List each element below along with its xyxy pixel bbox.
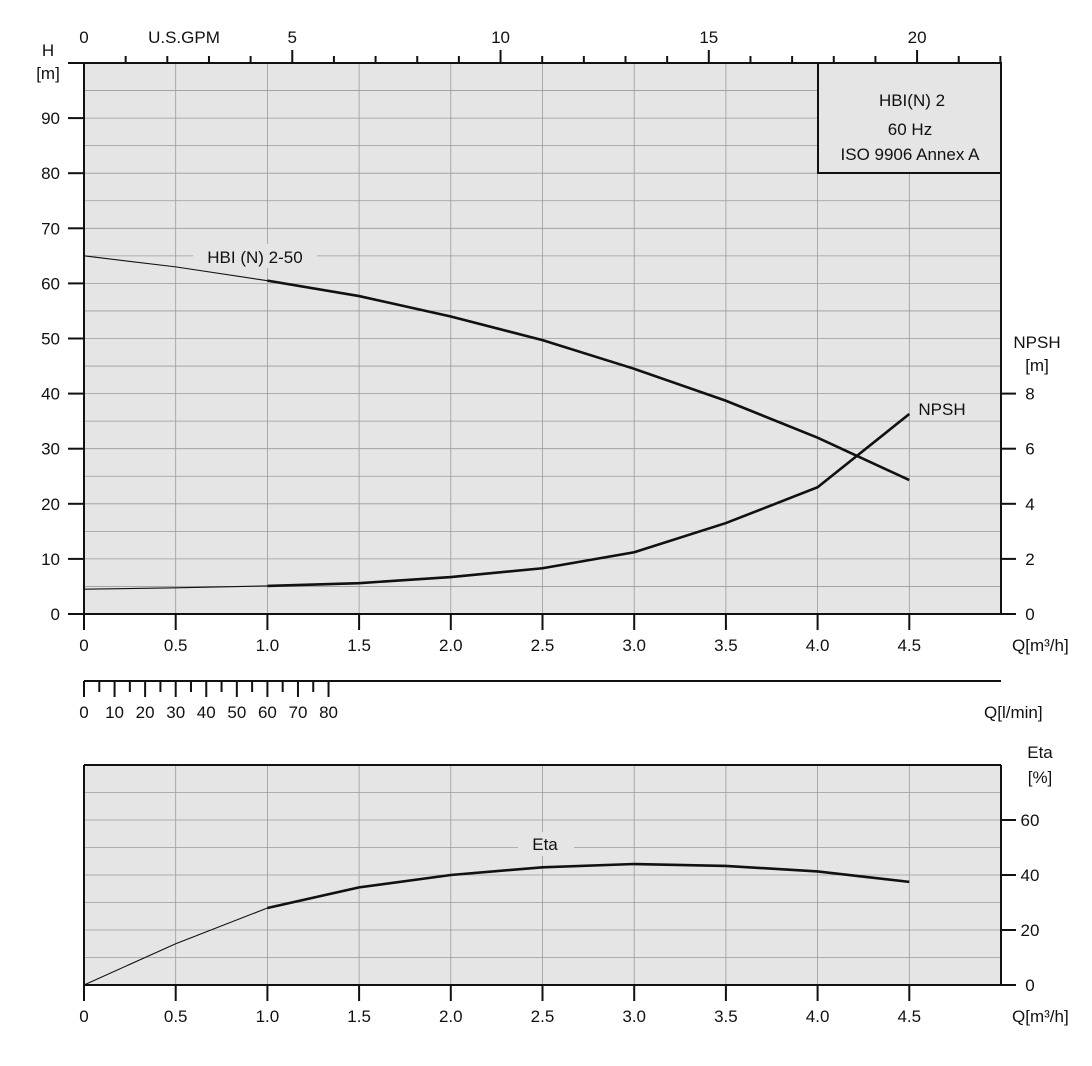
q-tick-label: 2.0 <box>439 636 463 655</box>
gpm-tick-label: 20 <box>908 28 927 47</box>
npsh-tick-label: 8 <box>1025 385 1034 404</box>
lmin-tick-label: 40 <box>197 703 216 722</box>
h-tick-label: 80 <box>41 164 60 183</box>
gpm-tick-label: 0 <box>79 28 88 47</box>
head-curve <box>267 279 910 482</box>
q-tick-label: 0 <box>79 1007 88 1026</box>
chart-subtitle-frequency: 60 Hz <box>888 120 932 139</box>
lmin-tick-label: 20 <box>136 703 155 722</box>
q-tick-label: 4.0 <box>806 1007 830 1026</box>
lmin-tick-label: 30 <box>166 703 185 722</box>
npsh-tick-label: 4 <box>1025 495 1034 514</box>
q-tick-label: 4.5 <box>897 636 921 655</box>
title-box <box>817 62 1002 174</box>
gpm-axis-label: U.S.GPM <box>148 28 220 47</box>
q-tick-label: 2.5 <box>531 636 555 655</box>
q-tick-label: 0.5 <box>164 636 188 655</box>
lmin-tick-label: 50 <box>227 703 246 722</box>
h-axis-label: H <box>42 41 54 60</box>
q-tick-label: 1.0 <box>256 1007 280 1026</box>
eta-tick-label: 60 <box>1021 811 1040 830</box>
q-tick-label: 4.5 <box>897 1007 921 1026</box>
head-label-bg <box>193 244 317 268</box>
eta-tick-label: 0 <box>1025 976 1034 995</box>
eta-label-bg <box>518 832 574 856</box>
head-curve-label: HBI (N) 2-50 <box>207 248 302 267</box>
lmin-tick-label: 80 <box>319 703 338 722</box>
h-tick-label: 70 <box>41 219 60 238</box>
eta-curve-label: Eta <box>532 835 558 854</box>
q-tick-label: 3.0 <box>622 1007 646 1026</box>
q-tick-label: 1.5 <box>347 1007 371 1026</box>
npsh-axis-unit: [m] <box>1025 356 1049 375</box>
head-curve-thin <box>83 255 268 282</box>
gpm-tick-label: 15 <box>699 28 718 47</box>
eta-curve-thin <box>83 907 268 986</box>
eta-curve <box>267 862 910 910</box>
h-tick-label: 30 <box>41 440 60 459</box>
eta-tick-label: 20 <box>1021 921 1040 940</box>
npsh-tick-label: 0 <box>1025 605 1034 624</box>
eta-tick-label: 40 <box>1021 866 1040 885</box>
h-axis-unit: [m] <box>36 64 60 83</box>
lmin-tick-label: 0 <box>79 703 88 722</box>
h-tick-label: 60 <box>41 274 60 293</box>
q-tick-label: 4.0 <box>806 636 830 655</box>
q-tick-label: 3.0 <box>622 636 646 655</box>
q-tick-label: 0 <box>79 636 88 655</box>
q-tick-label: 3.5 <box>714 636 738 655</box>
h-tick-label: 50 <box>41 330 60 349</box>
h-tick-label: 0 <box>51 605 60 624</box>
lmin-tick-label: 60 <box>258 703 277 722</box>
chart-subtitle-standard: ISO 9906 Annex A <box>841 145 981 164</box>
q-tick-label: 1.0 <box>256 636 280 655</box>
q-axis-label: Q[m³/h] <box>1012 636 1069 655</box>
gpm-tick-label: 10 <box>491 28 510 47</box>
gpm-tick-label: 5 <box>288 28 297 47</box>
h-tick-label: 10 <box>41 550 60 569</box>
npsh-curve-thin <box>83 585 268 590</box>
lmin-axis-label: Q[l/min] <box>984 703 1043 722</box>
q-tick-label: 2.5 <box>531 1007 555 1026</box>
q-tick-label: 1.5 <box>347 636 371 655</box>
h-tick-label: 40 <box>41 385 60 404</box>
eta-axis-label: Eta <box>1027 743 1053 762</box>
npsh-curve-label: NPSH <box>918 400 965 419</box>
q-axis-label-bottom: Q[m³/h] <box>1012 1007 1069 1026</box>
lmin-tick-label: 10 <box>105 703 124 722</box>
npsh-tick-label: 6 <box>1025 440 1034 459</box>
h-tick-label: 90 <box>41 109 60 128</box>
q-tick-label: 0.5 <box>164 1007 188 1026</box>
q-tick-label: 2.0 <box>439 1007 463 1026</box>
chart-title: HBI(N) 2 <box>879 91 945 110</box>
lmin-tick-label: 70 <box>289 703 308 722</box>
npsh-tick-label: 2 <box>1025 550 1034 569</box>
q-tick-label: 3.5 <box>714 1007 738 1026</box>
h-tick-label: 20 <box>41 495 60 514</box>
npsh-axis-label: NPSH <box>1013 333 1060 352</box>
eta-axis-unit: [%] <box>1028 768 1053 787</box>
npsh-curve <box>267 412 911 588</box>
